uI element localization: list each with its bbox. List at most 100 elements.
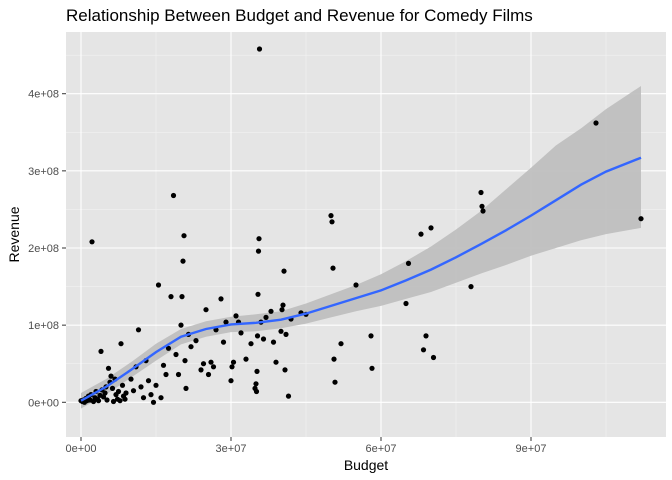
- y-axis-ticks: 0e+00 1e+08 2e+08 3e+08 4e+08: [28, 89, 66, 409]
- data-point: [256, 236, 262, 242]
- data-point: [198, 367, 204, 373]
- data-point: [223, 319, 229, 325]
- data-point: [238, 330, 244, 336]
- data-point: [210, 364, 217, 370]
- data-point: [263, 314, 269, 320]
- x-axis-title: Budget: [344, 457, 388, 473]
- data-point: [255, 291, 261, 297]
- data-point: [115, 388, 122, 395]
- data-point: [218, 296, 224, 302]
- data-point: [369, 365, 375, 371]
- data-point: [138, 384, 144, 390]
- data-point: [117, 398, 123, 404]
- data-point: [430, 354, 437, 361]
- data-point: [168, 294, 174, 300]
- data-point: [163, 371, 169, 378]
- x-tick-label: 6e+07: [366, 443, 397, 455]
- data-point: [123, 390, 129, 396]
- data-point: [332, 379, 338, 385]
- data-point: [180, 258, 186, 264]
- data-point: [110, 398, 117, 405]
- data-point: [638, 216, 644, 222]
- data-point: [260, 336, 267, 342]
- data-point: [248, 341, 254, 347]
- data-point: [105, 365, 112, 371]
- data-point: [220, 339, 227, 345]
- y-axis-title: Revenue: [6, 206, 22, 262]
- data-point: [122, 396, 128, 402]
- data-point: [281, 268, 287, 274]
- data-point: [330, 265, 336, 271]
- data-point: [283, 331, 289, 337]
- data-point: [173, 351, 179, 358]
- data-point: [368, 333, 374, 339]
- y-tick-label: 1e+08: [28, 320, 59, 332]
- data-point: [200, 361, 207, 367]
- data-point: [353, 282, 359, 288]
- x-tick-label: 0e+00: [66, 443, 97, 455]
- data-point: [208, 359, 214, 365]
- data-point: [229, 364, 235, 370]
- y-tick-label: 2e+08: [28, 243, 59, 255]
- data-point: [179, 294, 185, 300]
- data-point: [593, 120, 599, 126]
- y-tick-label: 0e+00: [28, 397, 59, 409]
- data-point: [178, 322, 184, 328]
- data-point: [145, 378, 152, 384]
- data-point: [480, 208, 486, 214]
- data-point: [108, 373, 114, 379]
- data-point: [203, 307, 209, 313]
- y-tick-label: 3e+08: [28, 166, 59, 178]
- data-point: [150, 399, 157, 405]
- data-point: [193, 338, 199, 344]
- data-point: [135, 327, 142, 333]
- data-point: [119, 382, 126, 388]
- data-point: [253, 381, 259, 387]
- data-point: [102, 390, 108, 396]
- data-point: [405, 260, 412, 266]
- data-point: [280, 302, 286, 308]
- trend-line: [80, 156, 642, 402]
- data-point: [253, 388, 260, 395]
- data-point: [128, 376, 134, 382]
- data-point: [118, 341, 124, 347]
- data-point: [270, 339, 277, 345]
- x-axis-ticks: 0e+00 3e+07 6e+07 9e+07: [66, 437, 547, 455]
- data-point: [104, 397, 110, 403]
- data-point: [468, 284, 474, 290]
- data-point: [233, 313, 239, 319]
- major-gridlines: [66, 32, 666, 437]
- data-point: [153, 382, 159, 388]
- data-point: [423, 333, 429, 339]
- data-point: [420, 347, 427, 353]
- data-point: [285, 393, 292, 399]
- data-points: [78, 46, 644, 405]
- data-point: [478, 189, 484, 196]
- data-point: [98, 348, 104, 354]
- trend-line-layer: [80, 156, 642, 402]
- y-tick-label: 4e+08: [28, 89, 59, 101]
- data-point: [328, 213, 334, 219]
- data-point: [282, 367, 288, 373]
- data-point: [205, 371, 212, 378]
- data-point: [255, 248, 262, 254]
- data-point: [183, 385, 189, 391]
- data-point: [188, 344, 194, 350]
- data-point: [273, 359, 279, 365]
- data-point: [278, 328, 284, 334]
- data-point: [95, 398, 102, 404]
- data-point: [418, 231, 424, 237]
- data-point: [109, 385, 116, 391]
- data-point: [256, 46, 263, 52]
- data-point: [160, 362, 167, 368]
- data-point: [254, 333, 261, 339]
- x-tick-label: 9e+07: [516, 443, 547, 455]
- data-point: [329, 219, 335, 225]
- data-point: [170, 192, 177, 199]
- data-point: [165, 345, 172, 351]
- data-point: [403, 300, 409, 307]
- data-point: [130, 388, 137, 394]
- data-point: [230, 359, 237, 365]
- confidence-band-layer: [81, 86, 641, 409]
